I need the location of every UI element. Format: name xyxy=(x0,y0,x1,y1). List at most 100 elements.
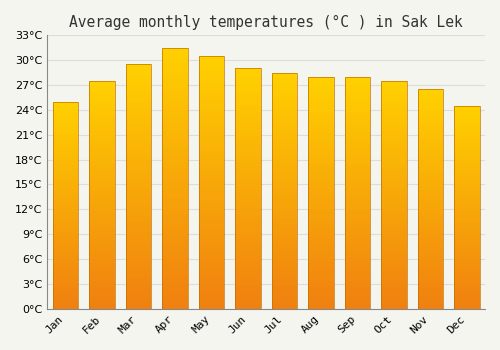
Bar xyxy=(308,114,334,116)
Bar xyxy=(53,147,78,149)
Bar xyxy=(381,279,406,281)
Bar xyxy=(308,202,334,204)
Bar xyxy=(126,111,152,113)
Bar xyxy=(198,56,224,309)
Bar xyxy=(272,191,297,193)
Bar xyxy=(381,268,406,270)
Bar xyxy=(198,117,224,119)
Bar xyxy=(162,296,188,298)
Bar xyxy=(272,285,297,287)
Bar xyxy=(308,302,334,304)
Bar xyxy=(198,94,224,97)
Bar xyxy=(126,265,152,267)
Bar xyxy=(53,104,78,106)
Bar xyxy=(126,289,152,292)
Bar xyxy=(454,122,479,124)
Bar xyxy=(381,238,406,240)
Bar xyxy=(344,109,370,112)
Bar xyxy=(454,225,479,228)
Bar xyxy=(272,174,297,176)
Bar xyxy=(272,139,297,141)
Bar xyxy=(344,105,370,107)
Bar xyxy=(90,193,115,195)
Bar xyxy=(308,195,334,197)
Bar xyxy=(344,281,370,283)
Bar xyxy=(418,236,443,238)
Bar xyxy=(198,76,224,79)
Bar xyxy=(418,272,443,274)
Bar xyxy=(454,106,479,108)
Bar xyxy=(308,204,334,207)
Bar xyxy=(162,194,188,197)
Bar xyxy=(53,133,78,135)
Bar xyxy=(162,257,188,259)
Bar xyxy=(418,105,443,107)
Bar xyxy=(308,77,334,79)
Bar xyxy=(90,231,115,233)
Bar xyxy=(454,171,479,173)
Bar xyxy=(308,290,334,293)
Bar xyxy=(418,126,443,129)
Bar xyxy=(418,98,443,100)
Bar xyxy=(381,204,406,206)
Bar xyxy=(418,245,443,247)
Bar xyxy=(53,261,78,263)
Bar xyxy=(198,301,224,304)
Bar xyxy=(53,193,78,195)
Bar xyxy=(90,135,115,138)
Bar xyxy=(418,203,443,205)
Bar xyxy=(418,168,443,170)
Bar xyxy=(454,181,479,183)
Bar xyxy=(53,153,78,155)
Bar xyxy=(162,210,188,212)
Bar xyxy=(454,197,479,199)
Bar xyxy=(344,265,370,267)
Bar xyxy=(454,128,479,130)
Bar xyxy=(235,128,260,131)
Bar xyxy=(308,193,334,195)
Bar xyxy=(53,199,78,201)
Bar xyxy=(308,149,334,151)
Bar xyxy=(381,243,406,245)
Bar xyxy=(162,249,188,251)
Bar xyxy=(454,108,479,110)
Bar xyxy=(454,142,479,144)
Bar xyxy=(418,228,443,230)
Bar xyxy=(454,199,479,201)
Bar xyxy=(53,110,78,112)
Bar xyxy=(344,218,370,220)
Bar xyxy=(454,167,479,169)
Bar xyxy=(381,83,406,85)
Bar xyxy=(308,248,334,251)
Bar xyxy=(308,200,334,202)
Bar xyxy=(344,158,370,160)
Bar xyxy=(381,140,406,142)
Bar xyxy=(53,178,78,180)
Bar xyxy=(162,110,188,113)
Bar xyxy=(162,173,188,176)
Bar xyxy=(198,263,224,266)
Bar xyxy=(90,304,115,307)
Bar xyxy=(53,290,78,292)
Bar xyxy=(308,144,334,146)
Bar xyxy=(198,266,224,268)
Bar xyxy=(418,217,443,219)
Bar xyxy=(381,163,406,165)
Bar xyxy=(90,115,115,117)
Bar xyxy=(272,224,297,226)
Bar xyxy=(308,288,334,290)
Bar xyxy=(90,284,115,286)
Bar xyxy=(198,127,224,130)
Bar xyxy=(272,96,297,99)
Bar xyxy=(308,223,334,225)
Bar xyxy=(162,48,188,309)
Bar xyxy=(53,275,78,278)
Bar xyxy=(162,230,188,233)
Bar xyxy=(272,77,297,80)
Bar xyxy=(308,176,334,179)
Bar xyxy=(344,98,370,100)
Bar xyxy=(344,137,370,139)
Bar xyxy=(53,299,78,300)
Bar xyxy=(381,274,406,277)
Bar xyxy=(272,73,297,75)
